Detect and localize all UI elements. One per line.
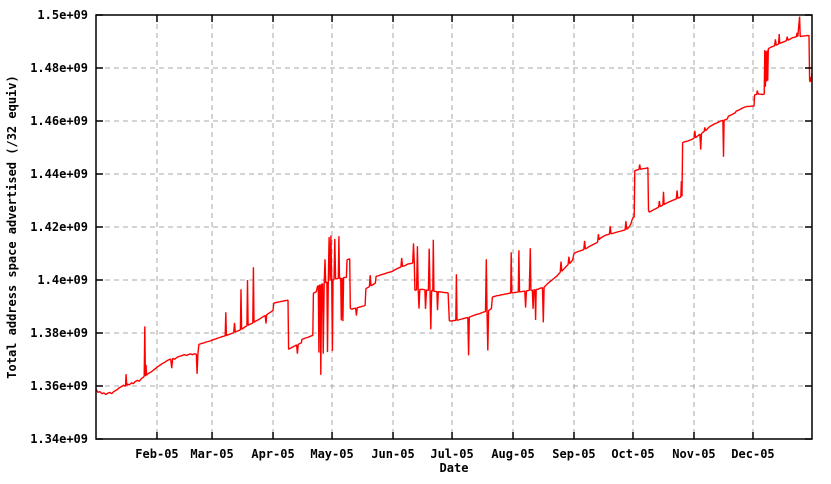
x-tick-label: Nov-05 bbox=[672, 447, 715, 461]
series-layer bbox=[95, 16, 813, 396]
x-tick-label: Mar-05 bbox=[190, 447, 233, 461]
x-tick-label: Sep-05 bbox=[552, 447, 595, 461]
y-tick-label: 1.34e+09 bbox=[30, 432, 88, 446]
x-tick-label: Aug-05 bbox=[491, 447, 534, 461]
y-tick-label: 1.5e+09 bbox=[37, 8, 88, 22]
axis-layer bbox=[95, 14, 813, 440]
x-tick-label: Oct-05 bbox=[611, 447, 654, 461]
x-tick-label: Apr-05 bbox=[251, 447, 294, 461]
grid-layer bbox=[96, 15, 812, 439]
x-tick-label: Feb-05 bbox=[135, 447, 178, 461]
y-axis-title: Total address space advertised (/32 equi… bbox=[5, 75, 19, 378]
y-tick-label: 1.44e+09 bbox=[30, 167, 88, 181]
y-tick-label: 1.46e+09 bbox=[30, 114, 88, 128]
plot-border bbox=[95, 14, 813, 440]
data-series-line bbox=[95, 16, 813, 396]
label-layer: Date Total address space advertised (/32… bbox=[5, 8, 775, 475]
x-tick-label: Jun-05 bbox=[371, 447, 414, 461]
y-tick-label: 1.48e+09 bbox=[30, 61, 88, 75]
y-tick-label: 1.4e+09 bbox=[37, 273, 88, 287]
y-tick-label: 1.38e+09 bbox=[30, 326, 88, 340]
x-axis-title: Date bbox=[440, 461, 469, 475]
x-tick-label: Dec-05 bbox=[731, 447, 774, 461]
y-tick-label: 1.42e+09 bbox=[30, 220, 88, 234]
x-tick-label: Jul-05 bbox=[430, 447, 473, 461]
x-tick-label: May-05 bbox=[310, 447, 353, 461]
y-tick-label: 1.36e+09 bbox=[30, 379, 88, 393]
